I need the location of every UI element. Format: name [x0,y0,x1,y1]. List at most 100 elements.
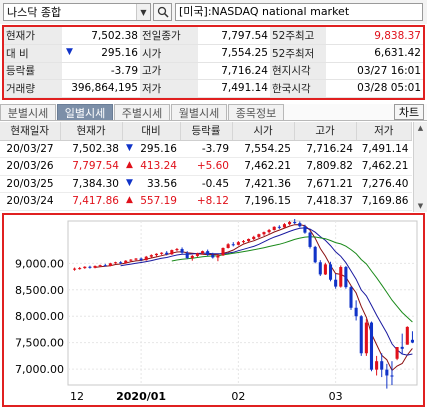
date-cell: 20/03/24 [0,192,60,211]
candle-body [369,322,374,370]
candle-body [201,251,205,254]
tab-monthly[interactable]: 월별시세 [171,104,227,120]
col-open[interactable]: 시가 [232,122,295,141]
col-date[interactable]: 현재일자 [0,122,61,141]
market-field[interactable]: [미국]:NASDAQ national market [175,3,423,21]
rate-cell: +5.60 [180,157,232,176]
candle-body [170,250,174,255]
candle-body [221,247,225,256]
open-cell: 7,554.25 [232,140,294,158]
price-chart: 9,000.00 8,500.00 8,000.00 7,500.00 7,000.00… [15,218,418,403]
volume: 396,864,195 [62,79,140,98]
candle-body [154,253,159,256]
current-price: 7,502.38 [62,27,140,45]
daily-table: 현재일자 현재가 대비 등락률 시가 고가 저가 20/03/27 7,502.3… [0,122,412,211]
candle-body [88,266,92,268]
change-value: 33.56 [146,177,177,190]
up-arrow-icon: ▲ [126,160,133,171]
high-cell: 7,716.24 [294,140,356,158]
quote-label: 52주최고 [270,27,326,45]
col-low[interactable]: 저가 [356,122,412,141]
open-price: 7,554.25 [198,44,270,63]
scroll-up-icon[interactable]: ▲ [417,124,424,132]
quote-panel: 현재가 7,502.38 전일종가 7,797.54 52주최고 9,838.3… [2,25,425,100]
down-arrow-icon: ▼ [126,142,133,153]
date-cell: 20/03/27 [0,140,60,158]
vertical-scrollbar[interactable]: ▲ ▼ [413,122,427,212]
price-cell: 7,797.54 [60,157,122,176]
col-high[interactable]: 고가 [294,122,357,141]
candle-body [318,262,322,275]
y-tick-label: 7,000.00 [15,363,64,376]
quote-label: 현지시각 [270,62,326,80]
scroll-down-icon[interactable]: ▼ [417,202,424,210]
col-change[interactable]: 대비 [122,122,181,141]
candle-body [195,253,199,256]
change-rate: -3.79 [62,62,140,80]
candle-body [129,259,133,261]
candle-body [354,307,358,317]
low-cell: 7,169.86 [356,192,412,211]
chevron-down-icon[interactable]: ▼ [136,4,150,20]
up-arrow-icon: ▲ [126,195,133,206]
quote-row: 등락률 -3.79 고가 7,716.24 현지시각 03/27 16:01 [4,62,423,80]
candle-body [328,264,333,280]
change-cell: ▼ 295.16 [122,140,180,158]
y-tick-label: 7,500.00 [15,337,64,350]
candle-body [134,258,138,260]
change-cell: ▲ 557.19 [122,192,180,211]
tab-weekly[interactable]: 주별시세 [114,104,170,120]
candle-body [282,224,286,228]
candle-body [410,339,414,343]
table-row[interactable]: 20/03/25 7,384.30 ▼ 33.56 -0.45 7,421.36 7,671… [0,175,412,193]
price-cell: 7,417.86 [60,192,122,211]
low-cell: 7,491.14 [356,140,412,158]
quote-label: 거래량 [4,79,62,98]
local-time: 03/27 16:01 [326,62,423,80]
col-rate[interactable]: 등락률 [180,122,233,141]
col-price[interactable]: 현재가 [60,122,123,141]
quote-label: 전일종가 [140,27,198,45]
table-row[interactable]: 20/03/27 7,502.38 ▼ 295.16 -3.79 7,554.25 7,71… [0,140,412,158]
candle-body [103,265,107,267]
x-tick-label: 02 [231,390,245,403]
candle-body [395,347,399,359]
low-price: 7,491.14 [198,79,270,98]
table-row[interactable]: 20/03/24 7,417.86 ▲ 557.19 +8.12 7,196.15 7,41… [0,192,412,211]
candle-body [190,255,194,259]
quote-label: 시가 [140,44,198,63]
candle-body [108,263,112,266]
down-arrow-icon: ▼ [126,177,133,188]
x-tick-label: 03 [329,390,343,403]
candle-body [165,252,169,255]
open-cell: 7,462.21 [232,157,294,176]
tab-minute[interactable]: 분별시세 [0,104,56,120]
candle-body [364,322,368,354]
index-select[interactable]: 나스닥 종합 ▼ [3,3,151,21]
date-cell: 20/03/25 [0,175,60,193]
high-cell: 7,418.37 [294,192,356,211]
chart-button[interactable]: 차트 [394,104,424,120]
candle-body [313,246,317,263]
candle-body [272,226,276,230]
candle-body [288,222,292,225]
candle-body [149,255,153,257]
candle-body [252,236,256,239]
search-button[interactable] [153,3,172,21]
quote-label: 현재가 [4,27,62,45]
rate-cell: -3.79 [180,140,232,158]
candle-body [380,361,384,370]
tab-daily[interactable]: 일별시세 [57,104,113,120]
table-row[interactable]: 20/03/26 7,797.54 ▲ 413.24 +5.60 7,462.21 7,80… [0,157,412,176]
candle-body [349,287,353,308]
y-tick-label: 8,500.00 [15,284,64,297]
tab-info[interactable]: 종목정보 [228,104,284,120]
low-cell: 7,462.21 [356,157,412,176]
candle-body [257,234,261,237]
prev-close: 7,797.54 [198,27,270,45]
candle-body [323,264,327,275]
open-cell: 7,421.36 [232,175,294,193]
quote-label: 등락률 [4,62,62,80]
quote-label: 대 비 [4,44,62,63]
daily-header: 현재일자 현재가 대비 등락률 시가 고가 저가 [0,122,412,141]
